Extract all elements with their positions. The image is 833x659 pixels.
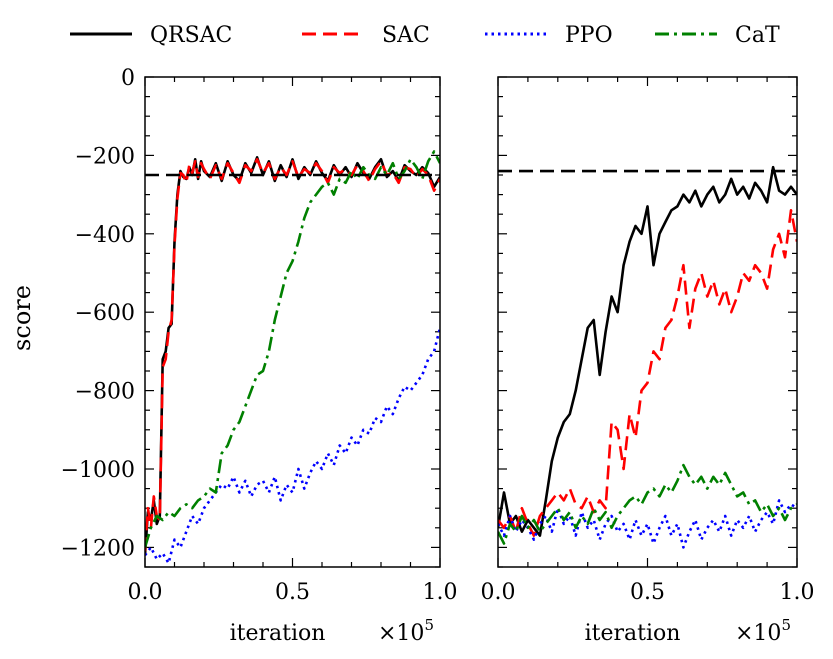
legend-label-ppo: PPO — [565, 23, 613, 48]
x-axis-label: iteration — [230, 621, 326, 646]
y-tick-label: −600 — [75, 301, 135, 326]
series-line-sac — [498, 209, 797, 537]
axes-frame — [497, 76, 798, 568]
series-line-sac — [145, 158, 440, 552]
x-tick-label: 0.5 — [630, 580, 665, 605]
x-axis-scale: ×105 — [735, 616, 791, 646]
series-line-qrsac — [145, 156, 440, 556]
y-tick-label: −200 — [75, 144, 135, 169]
x-axis-label: iteration — [585, 621, 681, 646]
series-line-cat — [498, 463, 797, 545]
plot-area — [498, 165, 797, 549]
panel-left: 0 −200 −400 −600 −800 −1000 −1200 0.0 0.5 1.0 iter… — [61, 66, 458, 646]
x-tick-label: 0.5 — [275, 580, 310, 605]
x-axis-scale: ×105 — [378, 616, 434, 646]
series-line-cat — [145, 150, 440, 548]
y-tick-label: −400 — [75, 223, 135, 248]
x-tick-label: 0.0 — [481, 580, 516, 605]
series-line-ppo — [145, 327, 440, 565]
y-axis-label: score — [8, 285, 36, 351]
x-tick-label: 1.0 — [423, 580, 458, 605]
panel-right: 0.0 0.5 1.0 iteration ×105 — [481, 76, 815, 646]
x-tick-label: 0.0 — [128, 580, 163, 605]
y-tick-label: 0 — [121, 66, 135, 91]
axes-frame — [144, 76, 441, 568]
x-tick-label: 1.0 — [780, 580, 815, 605]
plot-area — [145, 150, 440, 565]
legend: QRSAC SAC PPO CaT — [70, 23, 780, 48]
y-tick-label: −800 — [75, 380, 135, 405]
legend-label-cat: CaT — [735, 23, 780, 48]
legend-label-qrsac: QRSAC — [150, 23, 232, 48]
y-tick-label: −1200 — [61, 536, 135, 561]
legend-label-sac: SAC — [382, 23, 430, 48]
y-tick-label: −1000 — [61, 458, 135, 483]
series-line-qrsac — [498, 165, 797, 537]
